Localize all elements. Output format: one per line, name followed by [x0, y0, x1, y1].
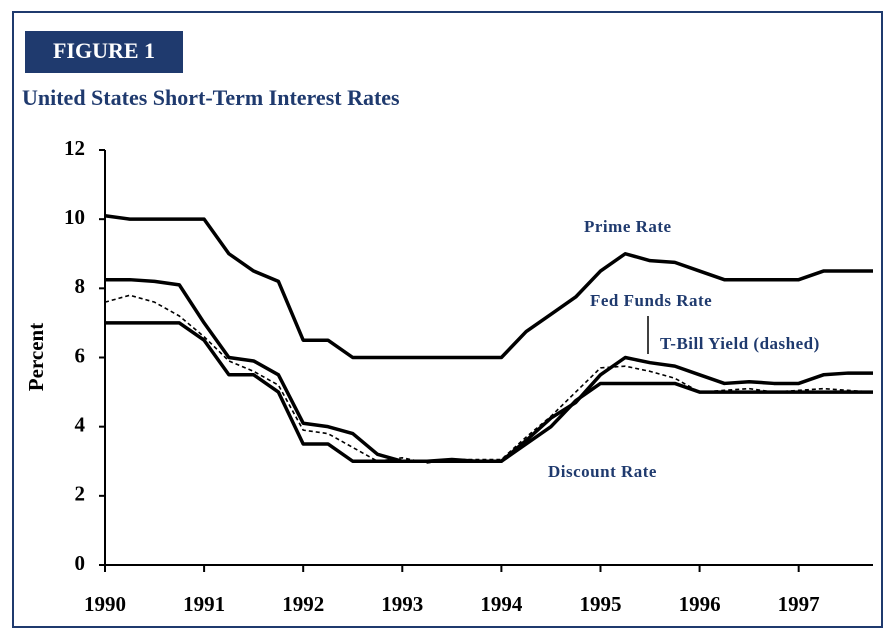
- series-label: Prime Rate: [584, 217, 672, 236]
- y-tick-label: 6: [75, 343, 86, 367]
- x-tick-label: 1992: [282, 592, 324, 616]
- series-line: [105, 321, 873, 463]
- x-tick-label: 1997: [778, 592, 820, 616]
- x-tick-label: 1995: [579, 592, 621, 616]
- series-label: Discount Rate: [548, 462, 657, 481]
- x-tick-label: 1996: [679, 592, 721, 616]
- chart-title: United States Short-Term Interest Rates: [22, 85, 400, 110]
- y-tick-label: 4: [75, 412, 86, 436]
- y-tick-label: 8: [75, 274, 86, 298]
- x-tick-label: 1993: [381, 592, 423, 616]
- figure-label: FIGURE 1: [53, 38, 155, 63]
- frame: [12, 11, 883, 628]
- series-line: [104, 213, 873, 360]
- y-tick-label: 12: [64, 136, 85, 160]
- series-line: [105, 277, 873, 463]
- y-axis-label: Percent: [24, 323, 48, 391]
- x-tick-label: 1990: [84, 592, 126, 616]
- figure-label-box: [25, 31, 183, 73]
- series-line: [104, 294, 874, 464]
- y-tick-label: 0: [75, 551, 86, 575]
- series-label: Fed Funds Rate: [590, 291, 712, 310]
- series-label: T-Bill Yield (dashed): [660, 334, 820, 353]
- x-tick-label: 1991: [183, 592, 225, 616]
- y-tick-label: 10: [64, 205, 85, 229]
- x-tick-label: 1994: [480, 592, 523, 616]
- y-tick-label: 2: [75, 482, 86, 506]
